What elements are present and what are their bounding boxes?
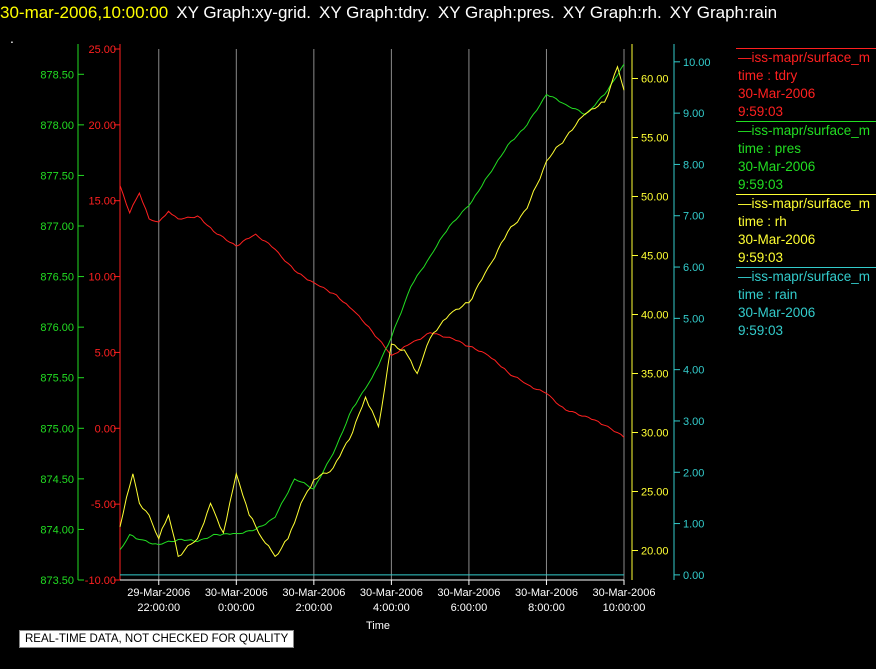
rain-tick-label: 7.00 bbox=[683, 211, 704, 223]
x-tick-label-time: 22:00:00 bbox=[137, 602, 180, 614]
x-tick-label-time: 8:00:00 bbox=[528, 602, 565, 614]
legend-date: 30-Mar-2006 bbox=[738, 159, 816, 174]
legend-time: 9:59:03 bbox=[738, 250, 784, 265]
graph-name-rh: XY Graph:rh. bbox=[562, 3, 662, 22]
pres-tick-label: 873.50 bbox=[40, 575, 74, 587]
series-line-pres bbox=[119, 63, 625, 551]
x-tick-label-time: 10:00:00 bbox=[603, 602, 646, 614]
legend-field: time : rh bbox=[738, 214, 787, 229]
x-tick-label-time: 2:00:00 bbox=[295, 602, 332, 614]
rain-tick-label: 8.00 bbox=[683, 159, 704, 171]
rain-tick-label: 3.00 bbox=[683, 416, 704, 428]
x-tick-label-date: 30-Mar-2006 bbox=[437, 587, 500, 599]
legend-entry-pres: —iss-mapr/surface_m time : pres 30-Mar-2… bbox=[736, 121, 876, 194]
status-dot: . bbox=[10, 30, 14, 46]
tdry-tick-label: 0.00 bbox=[95, 423, 116, 435]
legend-source: —iss-mapr/surface_m bbox=[738, 196, 871, 211]
rh-tick-label: 40.00 bbox=[641, 310, 669, 322]
graph-name-xy-grid: XY Graph:xy-grid. bbox=[176, 3, 312, 22]
pres-tick-label: 874.00 bbox=[40, 524, 74, 536]
tdry-tick-label: -10.00 bbox=[85, 575, 116, 587]
x-tick-label-time: 4:00:00 bbox=[373, 602, 410, 614]
chart-header: 30-mar-2006,10:00:00 XY Graph:xy-grid. XY … bbox=[0, 2, 777, 24]
rh-tick-label: 30.00 bbox=[641, 428, 669, 440]
tdry-tick-label: 20.00 bbox=[88, 120, 116, 132]
rh-tick-label: 45.00 bbox=[641, 251, 669, 263]
tdry-tick-label: 5.00 bbox=[95, 347, 116, 359]
pres-tick-label: 878.00 bbox=[40, 120, 74, 132]
legend-date: 30-Mar-2006 bbox=[738, 305, 816, 320]
tdry-tick-label: 25.00 bbox=[88, 44, 116, 56]
timestamp: 30-mar-2006,10:00:00 bbox=[0, 3, 169, 22]
legend-field: time : rain bbox=[738, 287, 798, 302]
x-tick-label-time: 6:00:00 bbox=[451, 602, 488, 614]
rh-tick-label: 25.00 bbox=[641, 487, 669, 499]
rain-tick-label: 0.00 bbox=[683, 570, 704, 582]
legend-source: —iss-mapr/surface_m bbox=[738, 269, 871, 284]
tdry-tick-label: 15.00 bbox=[88, 196, 116, 208]
legend-source: —iss-mapr/surface_m bbox=[738, 123, 871, 138]
x-tick-label-date: 30-Mar-2006 bbox=[593, 587, 656, 599]
pres-tick-label: 876.50 bbox=[40, 272, 74, 284]
rh-tick-label: 50.00 bbox=[641, 192, 669, 204]
x-tick-label-date: 30-Mar-2006 bbox=[282, 587, 345, 599]
graph-name-pres: XY Graph:pres. bbox=[437, 3, 555, 22]
legend-entry-rh: —iss-mapr/surface_m time : rh 30-Mar-200… bbox=[736, 194, 876, 267]
rain-tick-label: 6.00 bbox=[683, 262, 704, 274]
legend-date: 30-Mar-2006 bbox=[738, 232, 816, 247]
legend-entry-tdry: —iss-mapr/surface_m time : tdry 30-Mar-2… bbox=[736, 48, 876, 121]
legend-field: time : tdry bbox=[738, 68, 798, 83]
pres-tick-label: 875.00 bbox=[40, 423, 74, 435]
tdry-tick-label: -5.00 bbox=[91, 499, 116, 511]
rain-tick-label: 1.00 bbox=[683, 519, 704, 531]
series-line-rh bbox=[119, 65, 625, 558]
graph-name-rain: XY Graph:rain bbox=[669, 3, 778, 22]
rh-tick-label: 60.00 bbox=[641, 74, 669, 86]
x-tick-label-time: 0:00:00 bbox=[218, 602, 255, 614]
legend: —iss-mapr/surface_m time : tdry 30-Mar-2… bbox=[736, 48, 876, 340]
x-tick-label-date: 29-Mar-2006 bbox=[127, 587, 190, 599]
quality-note: REAL-TIME DATA, NOT CHECKED FOR QUALITY bbox=[19, 630, 295, 648]
legend-time: 9:59:03 bbox=[738, 104, 784, 119]
legend-date: 30-Mar-2006 bbox=[738, 86, 816, 101]
rain-tick-label: 10.00 bbox=[683, 57, 711, 69]
rh-tick-label: 20.00 bbox=[641, 546, 669, 558]
legend-entry-rain: —iss-mapr/surface_m time : rain 30-Mar-2… bbox=[736, 267, 876, 340]
pres-tick-label: 876.00 bbox=[40, 322, 74, 334]
legend-field: time : pres bbox=[738, 141, 802, 156]
pres-tick-label: 874.50 bbox=[40, 474, 74, 486]
legend-source: —iss-mapr/surface_m bbox=[738, 50, 871, 65]
legend-time: 9:59:03 bbox=[738, 323, 784, 338]
x-tick-label-date: 30-Mar-2006 bbox=[205, 587, 268, 599]
series-line-tdry bbox=[119, 185, 625, 438]
pres-tick-label: 877.00 bbox=[40, 221, 74, 233]
pres-tick-label: 877.50 bbox=[40, 170, 74, 182]
pres-tick-label: 878.50 bbox=[40, 69, 74, 81]
graph-name-tdry: XY Graph:tdry. bbox=[319, 3, 430, 22]
x-tick-label-date: 30-Mar-2006 bbox=[360, 587, 423, 599]
x-tick-label-date: 30-Mar-2006 bbox=[515, 587, 578, 599]
rh-tick-label: 55.00 bbox=[641, 133, 669, 145]
rain-tick-label: 4.00 bbox=[683, 365, 704, 377]
rain-tick-label: 5.00 bbox=[683, 313, 704, 325]
rh-tick-label: 35.00 bbox=[641, 369, 669, 381]
legend-time: 9:59:03 bbox=[738, 177, 784, 192]
pres-tick-label: 875.50 bbox=[40, 373, 74, 385]
rain-tick-label: 2.00 bbox=[683, 467, 704, 479]
tdry-tick-label: 10.00 bbox=[88, 272, 116, 284]
rain-tick-label: 9.00 bbox=[683, 108, 704, 120]
x-axis-label: Time bbox=[366, 620, 390, 632]
